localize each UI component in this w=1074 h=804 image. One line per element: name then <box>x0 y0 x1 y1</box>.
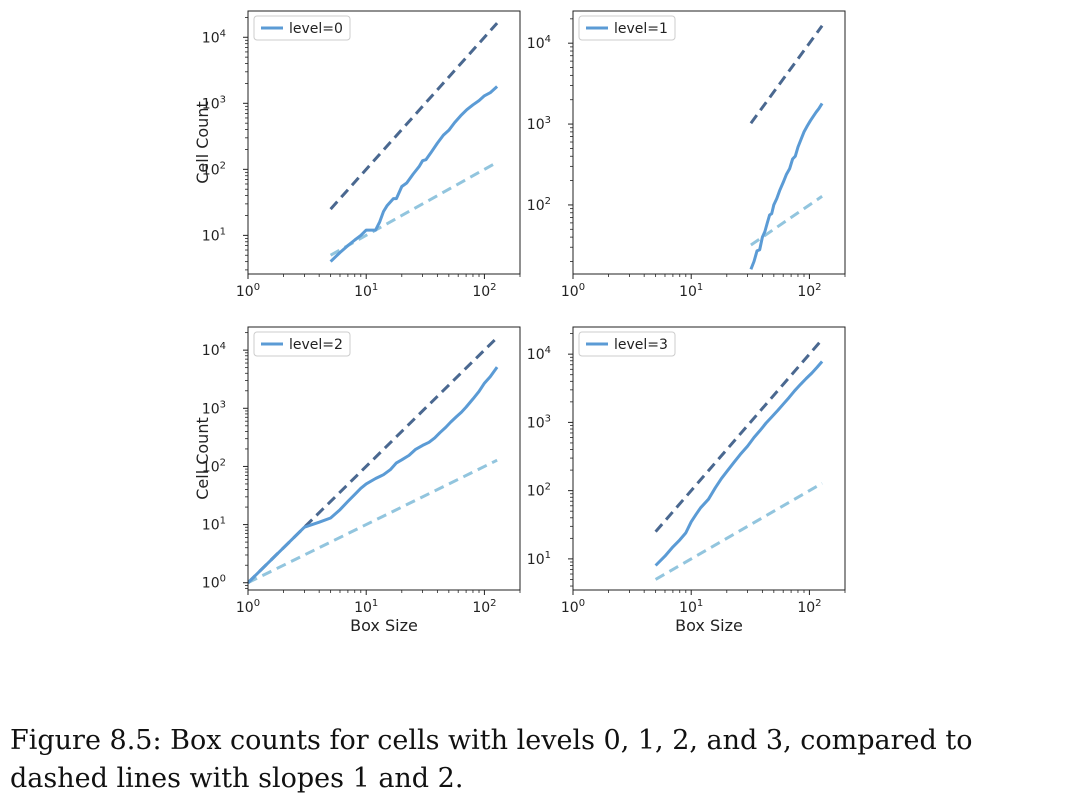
figure-caption: Figure 8.5: Box counts for cells with le… <box>10 725 973 794</box>
x-tick-label: 100 <box>236 598 260 616</box>
x-tick-label: 102 <box>472 598 496 616</box>
legend-box <box>253 331 351 357</box>
y-tick-label: 103 <box>202 399 226 417</box>
legend: level=3 <box>578 331 676 357</box>
axes-frame <box>247 10 521 275</box>
y-tick-label: 102 <box>202 457 226 475</box>
data-series-line <box>248 366 499 584</box>
y-tick-label: 102 <box>202 160 226 178</box>
y-tick-label: 101 <box>202 226 226 244</box>
y-tick-label: 103 <box>527 413 551 431</box>
legend-box <box>253 15 351 41</box>
chart-panel-2: 100 101 102 100 101 102 103 104 level=2 Cell Coun… <box>193 326 521 635</box>
legend-label: level=3 <box>614 337 668 353</box>
y-tick-label: 102 <box>527 196 551 214</box>
y-tick-label: 104 <box>202 341 226 359</box>
x-tick-label: 102 <box>472 282 496 300</box>
slope-2-reference-line <box>329 22 499 211</box>
y-tick-label: 102 <box>527 482 551 500</box>
y-tick-label: 103 <box>202 94 226 112</box>
slope-2-reference-line <box>654 338 824 533</box>
x-tick-label: 101 <box>679 282 703 300</box>
x-tick-label: 100 <box>236 282 260 300</box>
y-tick-label: 104 <box>202 28 226 46</box>
legend-box <box>578 15 676 41</box>
slope-2-reference-line <box>749 24 824 125</box>
x-tick-label: 101 <box>679 598 703 616</box>
legend-box <box>578 331 676 357</box>
data-series-line <box>654 360 824 567</box>
chart-panel-1: 100 101 102 102 103 104 level=1 <box>527 10 846 300</box>
x-axis-label: Box Size <box>350 616 418 635</box>
x-tick-label: 102 <box>797 598 821 616</box>
x-axis-label: Box Size <box>675 616 743 635</box>
slope-1-reference-line <box>654 482 823 581</box>
y-tick-label: 101 <box>202 516 226 534</box>
axes-frame <box>572 10 846 275</box>
x-tick-label: 100 <box>561 598 585 616</box>
slope-2-reference-line <box>248 336 499 584</box>
legend: level=0 <box>253 15 351 41</box>
axes-frame <box>247 326 521 591</box>
x-tick-label: 101 <box>354 282 378 300</box>
chart-panel-3: 100 101 102 101 102 103 104 level=3 Box Size <box>527 326 846 635</box>
slope-1-reference-line <box>248 458 498 585</box>
axes-frame <box>572 326 846 591</box>
y-tick-label: 103 <box>527 115 551 133</box>
x-tick-label: 100 <box>561 282 585 300</box>
chart-panel-0: 100 101 102 101 102 103 104 level=0 Cell Count <box>193 10 521 300</box>
y-tick-label: 104 <box>527 34 551 52</box>
data-series-line <box>329 85 499 263</box>
legend-label: level=1 <box>614 21 668 37</box>
y-tick-label: 101 <box>527 550 551 568</box>
legend-label: level=0 <box>289 21 343 37</box>
data-series-line <box>749 102 824 270</box>
y-axis-label: Cell Count <box>193 417 212 500</box>
legend: level=2 <box>253 331 351 357</box>
y-axis-label: Cell Count <box>193 101 212 184</box>
y-tick-label: 104 <box>527 345 551 363</box>
legend-label: level=2 <box>289 337 343 353</box>
slope-1-reference-line <box>750 195 823 247</box>
legend: level=1 <box>578 15 676 41</box>
x-tick-label: 102 <box>797 282 821 300</box>
y-tick-label: 100 <box>202 574 226 592</box>
x-tick-label: 101 <box>354 598 378 616</box>
